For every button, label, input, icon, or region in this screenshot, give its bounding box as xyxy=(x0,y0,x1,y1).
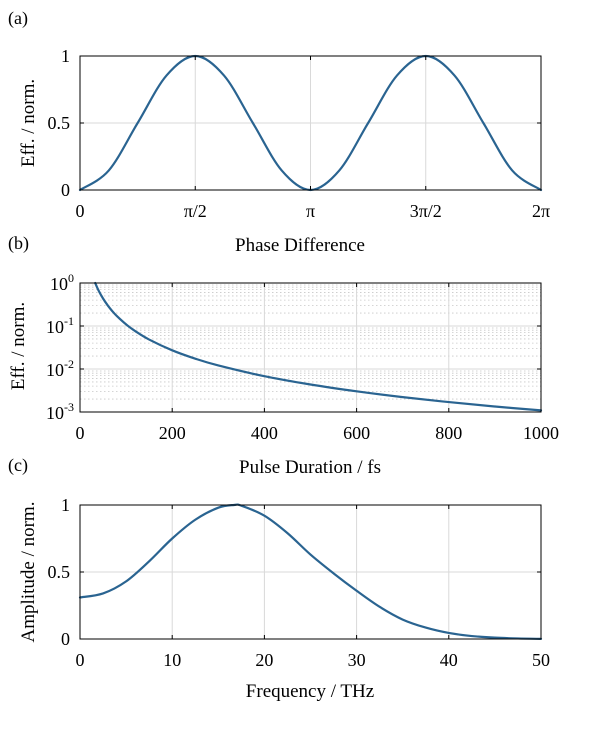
x-tick-label: 1000 xyxy=(523,423,559,443)
x-tick-label: 200 xyxy=(159,423,186,443)
y-tick-label: 0 xyxy=(61,180,70,200)
y-tick-label: 10-3 xyxy=(46,400,74,423)
x-tick-label: 30 xyxy=(348,650,366,670)
grid xyxy=(79,504,542,640)
y-axis-label: Eff. / norm. xyxy=(18,79,39,167)
panel-c: (c) Frequency / THz Amplitude / norm. 0 1… xyxy=(8,455,550,702)
grid xyxy=(79,282,542,413)
series-line xyxy=(78,503,543,640)
x-tick-label: 3π/2 xyxy=(410,201,442,221)
panel-b: (b) Pulse Duration / fs Eff. / norm. 0 20… xyxy=(8,233,559,478)
y-tick-label: 10-2 xyxy=(46,357,74,380)
x-tick-label: π/2 xyxy=(184,201,207,221)
x-tick-label: 400 xyxy=(251,423,278,443)
y-tick-label: 100 xyxy=(50,271,74,294)
panel-label: (c) xyxy=(8,455,28,476)
y-tick-label: 0 xyxy=(61,629,70,649)
y-axis-label: Eff. / norm. xyxy=(8,302,29,390)
x-tick-label: 0 xyxy=(76,650,85,670)
x-tick-label: 0 xyxy=(76,423,85,443)
x-tick-label: 50 xyxy=(532,650,550,670)
x-tick-label: 0 xyxy=(76,201,85,221)
x-axis-label: Phase Difference xyxy=(235,235,365,256)
x-axis-label: Frequency / THz xyxy=(246,681,374,702)
y-tick-label: 1 xyxy=(61,46,70,66)
panel-label: (b) xyxy=(8,233,29,254)
x-tick-label: π xyxy=(306,201,315,221)
x-tick-label: 10 xyxy=(163,650,181,670)
panel-label: (a) xyxy=(8,8,28,29)
y-tick-label: 0.5 xyxy=(48,562,71,582)
y-tick-label: 1 xyxy=(61,495,70,515)
x-tick-label: 2π xyxy=(532,201,550,221)
x-tick-label: 800 xyxy=(435,423,462,443)
series-line xyxy=(94,281,543,412)
x-tick-label: 600 xyxy=(343,423,370,443)
axes-box xyxy=(79,282,542,413)
panel-a: (a) Phase Difference Eff. / norm. 0 π/2 π 3… xyxy=(8,8,550,256)
grid xyxy=(79,55,542,191)
y-tick-label: 0.5 xyxy=(48,113,71,133)
y-tick-label: 10-1 xyxy=(46,314,74,337)
x-tick-label: 20 xyxy=(255,650,273,670)
y-axis-label: Amplitude / norm. xyxy=(18,502,39,643)
x-axis-label: Pulse Duration / fs xyxy=(239,457,381,478)
x-tick-label: 40 xyxy=(440,650,458,670)
